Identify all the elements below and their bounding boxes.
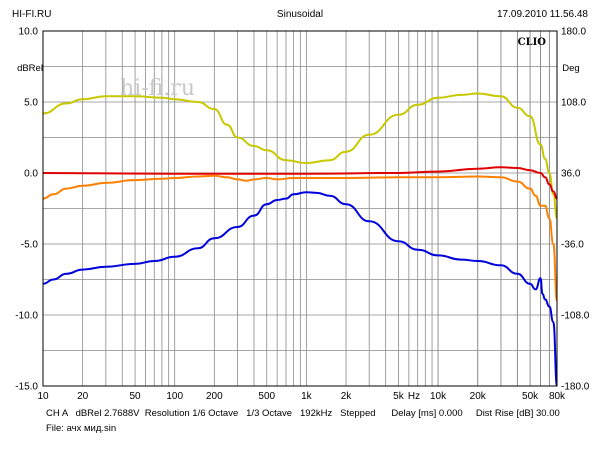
x-tick-label: 100 (166, 391, 183, 402)
series-line-4 (43, 191, 557, 386)
clio-logo: CLIO (518, 37, 547, 48)
x-tick-label: 2k (341, 391, 353, 402)
y2-tick-label: 36.0 (561, 169, 581, 180)
y-axis-unit: dBRel (17, 63, 43, 74)
x-tick-label: 5k (393, 391, 405, 402)
y2-tick-label: -180.0 (561, 382, 590, 393)
x-axis-unit: Hz (408, 391, 420, 402)
series-line-3 (43, 174, 557, 302)
x-tick-label: 80k (549, 391, 566, 402)
x-tick-label: 20 (77, 391, 89, 402)
x-tick-label: 10k (430, 391, 447, 402)
header-timestamp: 17.09.2010 11.56.48 (496, 9, 588, 20)
y-tick-label: 10.0 (19, 27, 39, 38)
x-tick-label: 500 (258, 391, 275, 402)
y2-axis-unit: Deg (562, 63, 579, 74)
plot-frame (42, 30, 558, 387)
series-group (43, 92, 557, 386)
y-tick-label: -15.0 (15, 382, 38, 393)
x-tick-label: 20k (470, 391, 487, 402)
x-tick-label: 50k (522, 391, 539, 402)
x-tick-label: 1k (301, 391, 313, 402)
tick-labels: 10 20 50 100 200 500 1k 2k 5k 10k 20k 50k 80k 10.0 5.0… (15, 27, 590, 403)
y-tick-label: -5.0 (21, 240, 39, 251)
x-tick-label: 10 (37, 391, 49, 402)
series-line-1 (43, 92, 557, 220)
file-name: File: ачх мид.sin (46, 423, 117, 434)
header-center-label: Sinusoidal (276, 9, 324, 20)
header-left-label: HI-FI.RU (12, 9, 52, 20)
x-tick-label: 200 (206, 391, 223, 402)
x-tick-label: 50 (129, 391, 141, 402)
y2-tick-label: 180.0 (561, 27, 586, 38)
measurement-settings: CH A dBRel 2.7688V Resolution 1/6 Octave… (46, 408, 560, 419)
y2-tick-label: -108.0 (561, 311, 590, 322)
y2-tick-label: -36.0 (561, 240, 584, 251)
series-line-2 (43, 166, 557, 200)
y-tick-label: 0.0 (24, 169, 38, 180)
y2-tick-label: 108.0 (561, 98, 586, 109)
y-tick-label: -10.0 (15, 311, 38, 322)
y-tick-label: 5.0 (24, 98, 38, 109)
